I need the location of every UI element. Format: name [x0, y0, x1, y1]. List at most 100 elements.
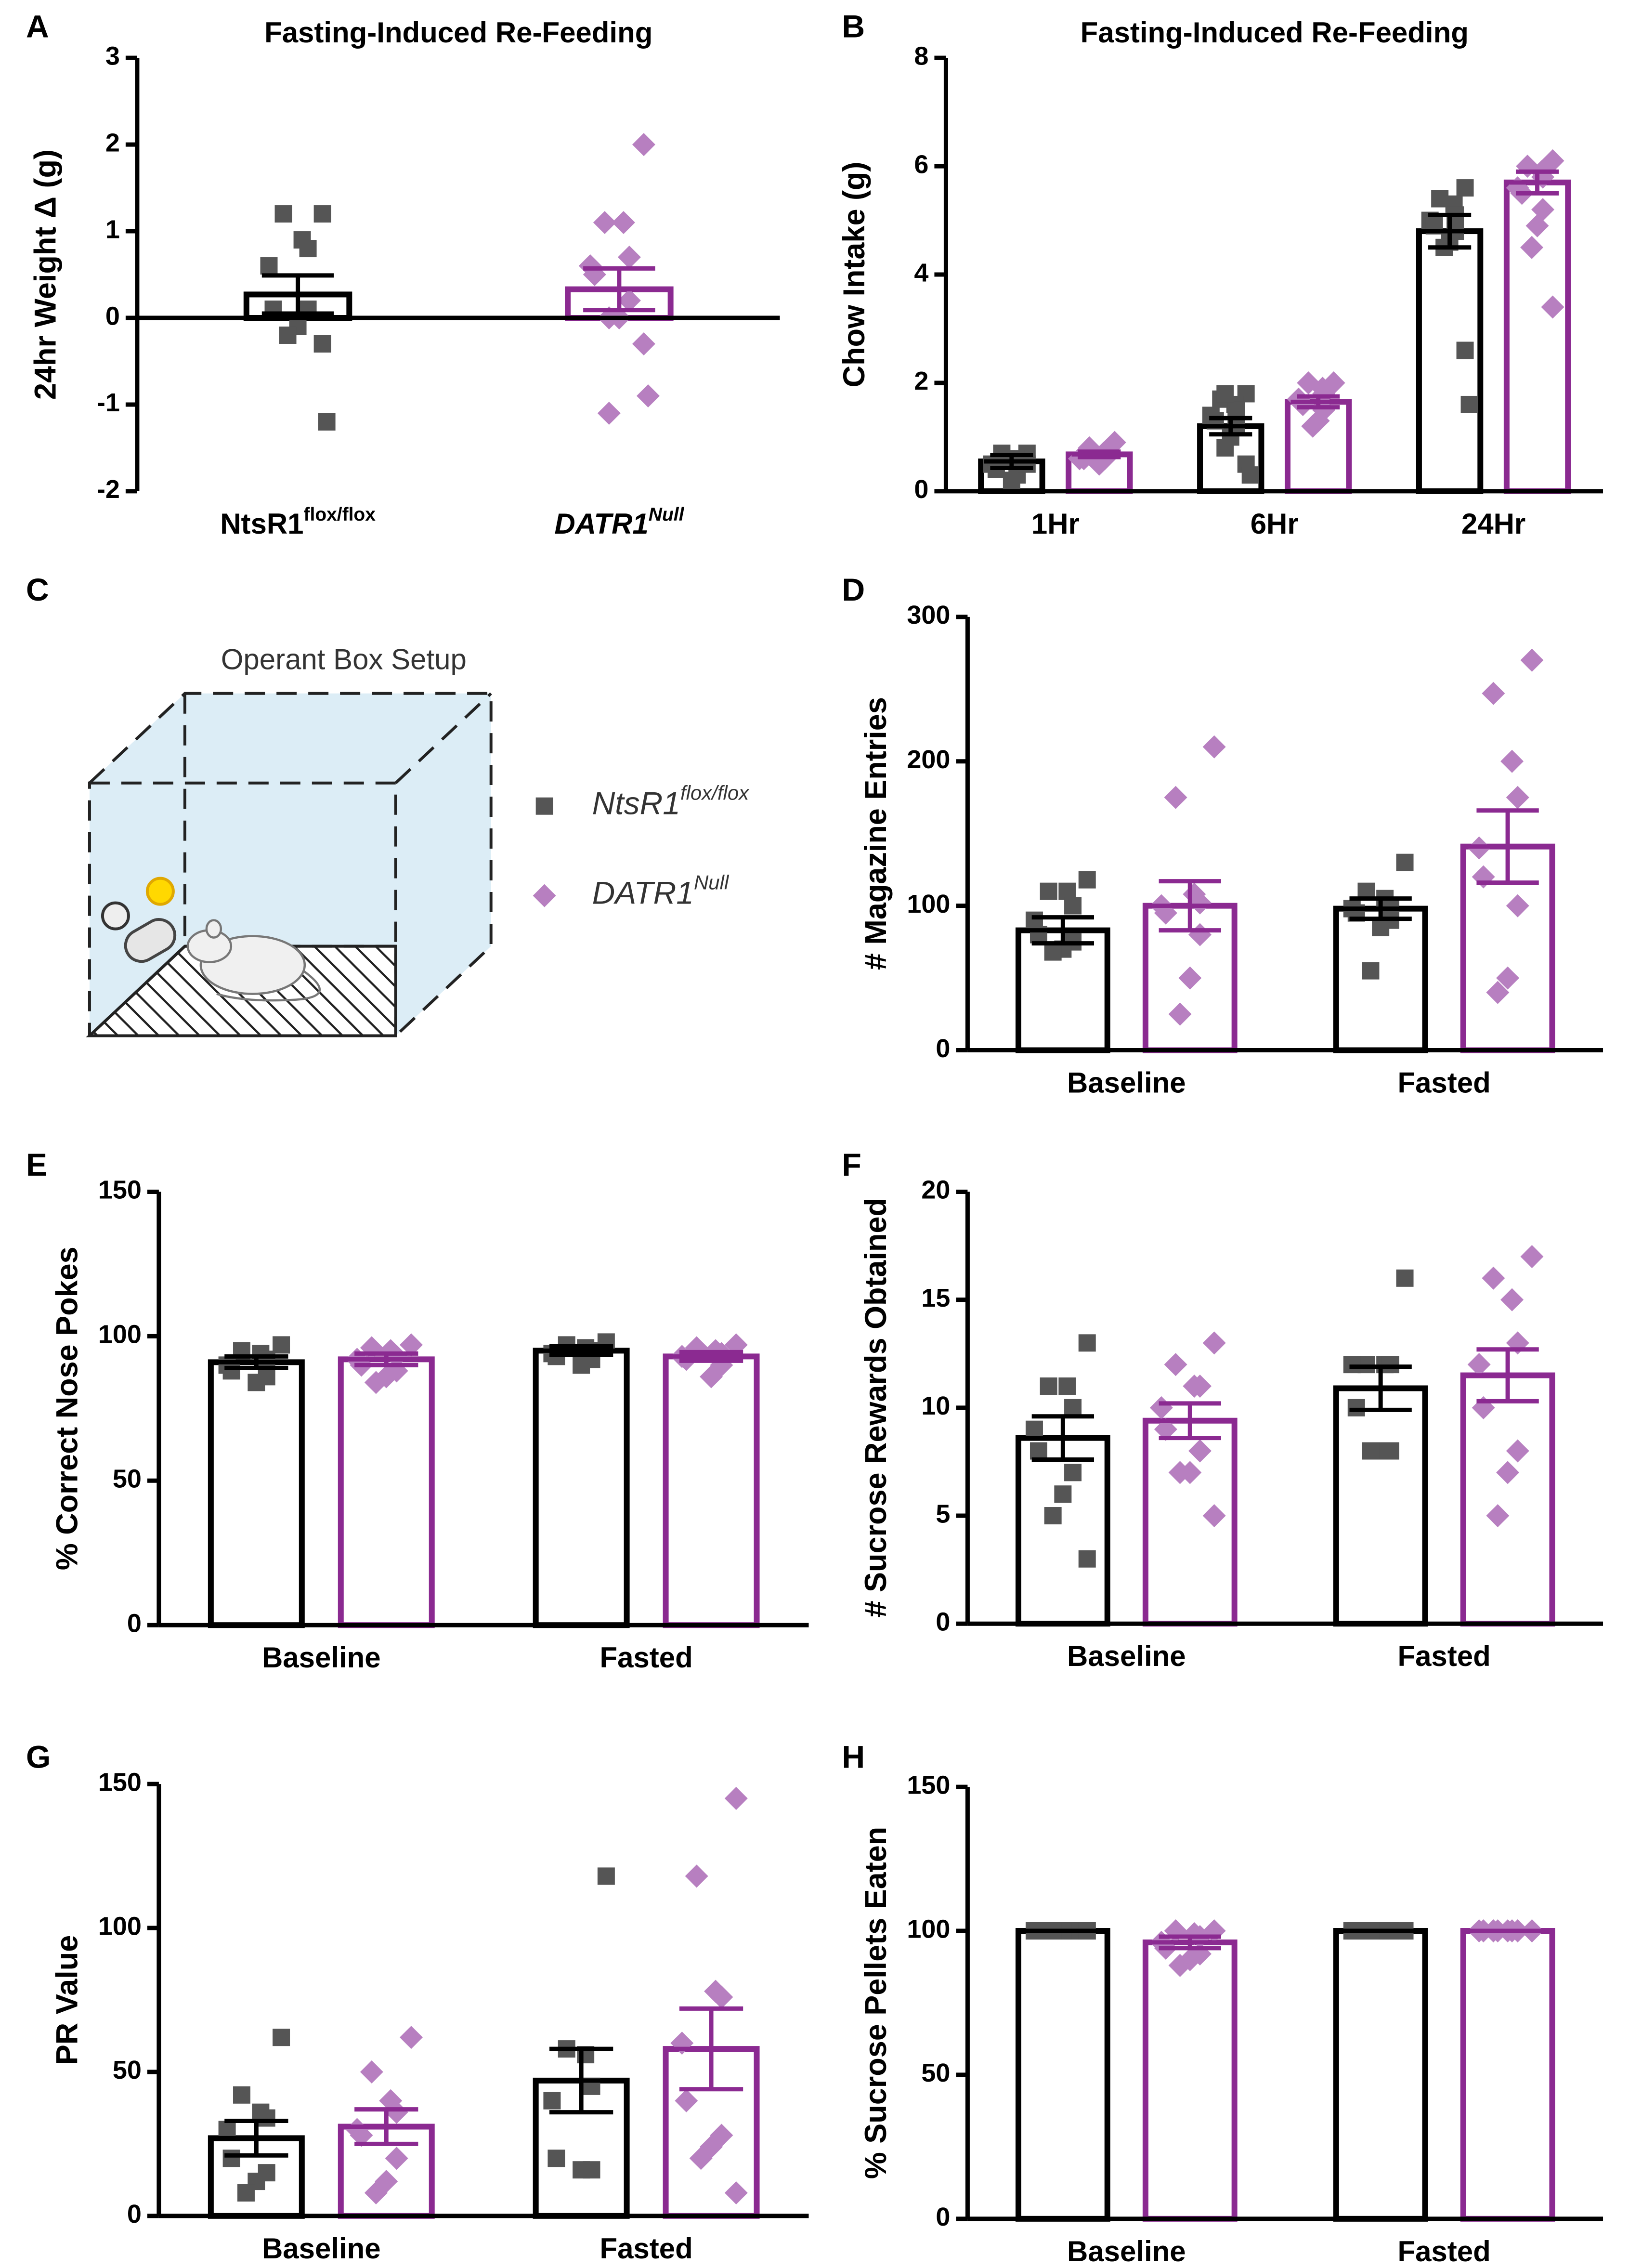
panel-label: B [842, 9, 865, 44]
point [385, 2147, 408, 2170]
point [1168, 1002, 1192, 1026]
panel-label: G [26, 1739, 51, 1775]
point [685, 1336, 708, 1360]
bar [1416, 228, 1484, 494]
point [1018, 455, 1036, 473]
bar [533, 1348, 630, 1628]
error-bar [1341, 1364, 1421, 1412]
error-bar [573, 266, 665, 313]
operant-box-diagram [86, 692, 493, 1037]
y-tick-label: 0 [914, 475, 928, 504]
error-bar [1467, 808, 1548, 885]
point [593, 211, 616, 235]
category-name: NtsR1 [220, 508, 303, 540]
x-tick-label: Fasted [1397, 1066, 1490, 1099]
point [636, 384, 660, 407]
point [313, 335, 331, 353]
y-tick-label: -2 [97, 475, 120, 504]
bar [208, 1359, 305, 1628]
point [1396, 853, 1414, 871]
y-tick-label: 0 [936, 1034, 950, 1063]
point [1054, 1485, 1072, 1503]
point [258, 1350, 275, 1368]
category-name: Baseline [262, 2232, 381, 2265]
error-bar [215, 2119, 298, 2158]
y-tick-label: 0 [127, 2200, 142, 2229]
point [364, 1371, 388, 1394]
y-axis-label: # Magazine Entries [859, 697, 893, 970]
nose-poke [101, 901, 130, 931]
diagram-title: Operant Box Setup [221, 643, 467, 676]
point [1078, 871, 1096, 889]
point [258, 2109, 275, 2127]
y-tick-label: 150 [907, 1770, 950, 1799]
y-axis-label: 24hr Weight Δ (g) [29, 149, 63, 400]
point [724, 2181, 748, 2205]
point [675, 2089, 698, 2112]
category-name: Fasted [599, 2232, 692, 2265]
y-tick-label: 0 [127, 1609, 142, 1638]
y-axis-label: # Sucrose Rewards Obtained [859, 1198, 893, 1617]
point [1030, 1442, 1047, 1460]
point [279, 326, 297, 344]
y-tick-label: 15 [921, 1284, 950, 1312]
y-tick-label: 150 [98, 1768, 142, 1796]
point [1496, 1461, 1520, 1484]
bar [1015, 1928, 1110, 2222]
y-tick-label: 20 [921, 1176, 950, 1205]
point [222, 1362, 240, 1380]
error-bar [1510, 169, 1565, 196]
y-tick-label: 8 [914, 41, 928, 70]
point [1482, 1266, 1505, 1290]
error-bar [670, 2006, 753, 2092]
point [273, 1336, 290, 1354]
point [617, 246, 641, 269]
error-bar [1467, 1347, 1548, 1403]
panel-label: D [842, 572, 865, 607]
point [535, 797, 553, 815]
point [1044, 943, 1062, 961]
x-tick-label: 1Hr [1031, 508, 1080, 540]
error-bar [1341, 896, 1421, 921]
point [724, 1786, 748, 1810]
point [1164, 786, 1187, 809]
point [1202, 1504, 1226, 1528]
y-tick-label: -1 [97, 388, 120, 417]
point [350, 2124, 373, 2147]
legend-entry: NtsR1flox/flox [592, 782, 750, 821]
point [248, 1374, 265, 1391]
point [1168, 1953, 1192, 1977]
error-bar [1150, 1401, 1230, 1441]
category-name: DATR1 [554, 508, 648, 540]
error-bar [1290, 394, 1346, 410]
point [1227, 401, 1245, 419]
y-axis-label: PR Value [51, 1935, 84, 2065]
point [1460, 395, 1478, 413]
legend-name: DATR1 [592, 875, 694, 911]
point [543, 2092, 561, 2110]
point [1058, 1377, 1076, 1395]
category-sup: Null [649, 504, 685, 525]
point [1482, 682, 1505, 705]
y-tick-label: 0 [936, 2202, 950, 2231]
point [299, 240, 317, 258]
x-tick-label: Baseline [1067, 1640, 1186, 1672]
point [222, 2150, 240, 2167]
point [632, 133, 655, 157]
point [1003, 472, 1020, 489]
x-tick-label: Fasted [1397, 2235, 1490, 2268]
x-tick-label: Fasted [599, 1641, 692, 1674]
legend-name: NtsR1 [592, 786, 680, 821]
error-bar [1203, 416, 1259, 437]
point [400, 2026, 423, 2049]
point [632, 332, 655, 355]
point [1044, 1507, 1062, 1525]
error-bar [1150, 1934, 1230, 1951]
x-tick-label: Baseline [262, 1641, 381, 1674]
point [260, 257, 278, 275]
point [573, 2161, 590, 2179]
point [597, 1867, 615, 1885]
y-tick-label: 10 [921, 1391, 950, 1420]
panel-label: F [842, 1147, 861, 1182]
x-tick-label: Fasted [599, 2232, 692, 2265]
